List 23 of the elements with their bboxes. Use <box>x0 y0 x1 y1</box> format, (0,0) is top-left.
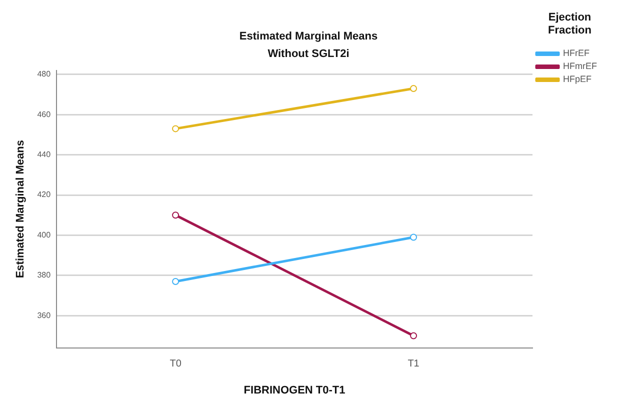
y-tick-label: 420 <box>37 190 52 200</box>
y-tick-label: 460 <box>37 110 52 119</box>
chart-subtitle: Without SGLT2i <box>268 48 350 60</box>
chart-title: Estimated Marginal Means <box>239 30 378 43</box>
point <box>172 125 180 132</box>
point <box>410 234 418 241</box>
legend-label: HFmrEF <box>563 61 598 72</box>
x-tick-label: T1 <box>408 358 420 370</box>
x-tick-label: T0 <box>170 358 182 370</box>
legend-label: HFpEF <box>563 74 592 84</box>
x-axis-title: FIBRINOGEN T0-T1 <box>244 384 346 396</box>
legend-title: Ejection Fraction <box>548 12 592 37</box>
y-tick-label: 440 <box>37 150 52 160</box>
y-tick-label: 480 <box>37 70 52 79</box>
point <box>410 332 418 340</box>
point <box>172 278 180 285</box>
legend-label: HFrEF <box>563 48 590 58</box>
point <box>172 212 180 219</box>
y-tick-label: 380 <box>37 270 52 280</box>
y-tick-label: 400 <box>37 230 52 240</box>
y-tick-label: 360 <box>37 310 52 320</box>
point <box>410 84 418 92</box>
y-axis-title: Estimated Marginal Means <box>14 140 27 278</box>
